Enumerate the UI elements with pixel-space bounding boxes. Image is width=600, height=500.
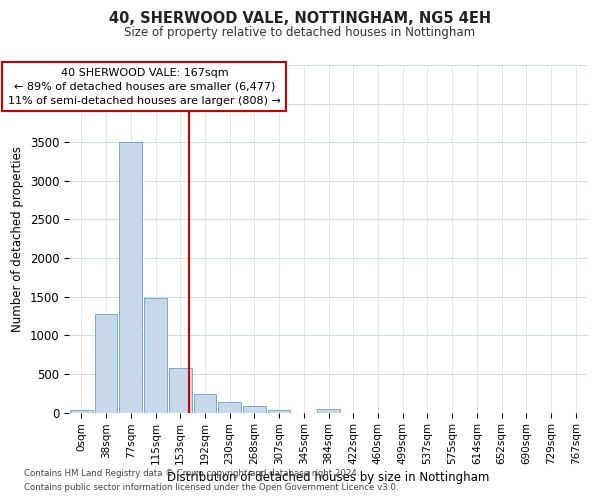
Bar	[218, 402, 241, 412]
Bar	[119, 142, 142, 412]
Bar	[194, 394, 216, 412]
Bar	[317, 410, 340, 412]
Bar	[70, 410, 93, 412]
Text: 40 SHERWOOD VALE: 167sqm
← 89% of detached houses are smaller (6,477)
11% of sem: 40 SHERWOOD VALE: 167sqm ← 89% of detach…	[8, 68, 281, 106]
Text: Size of property relative to detached houses in Nottingham: Size of property relative to detached ho…	[124, 26, 476, 39]
Y-axis label: Number of detached properties: Number of detached properties	[11, 146, 24, 332]
Bar	[169, 368, 191, 412]
Bar	[95, 314, 118, 412]
Text: 40, SHERWOOD VALE, NOTTINGHAM, NG5 4EH: 40, SHERWOOD VALE, NOTTINGHAM, NG5 4EH	[109, 11, 491, 26]
X-axis label: Distribution of detached houses by size in Nottingham: Distribution of detached houses by size …	[167, 472, 490, 484]
Text: Contains public sector information licensed under the Open Government Licence v3: Contains public sector information licen…	[24, 483, 398, 492]
Text: Contains HM Land Registry data © Crown copyright and database right 2024.: Contains HM Land Registry data © Crown c…	[24, 468, 359, 477]
Bar	[268, 410, 290, 412]
Bar	[144, 298, 167, 412]
Bar	[243, 406, 266, 412]
